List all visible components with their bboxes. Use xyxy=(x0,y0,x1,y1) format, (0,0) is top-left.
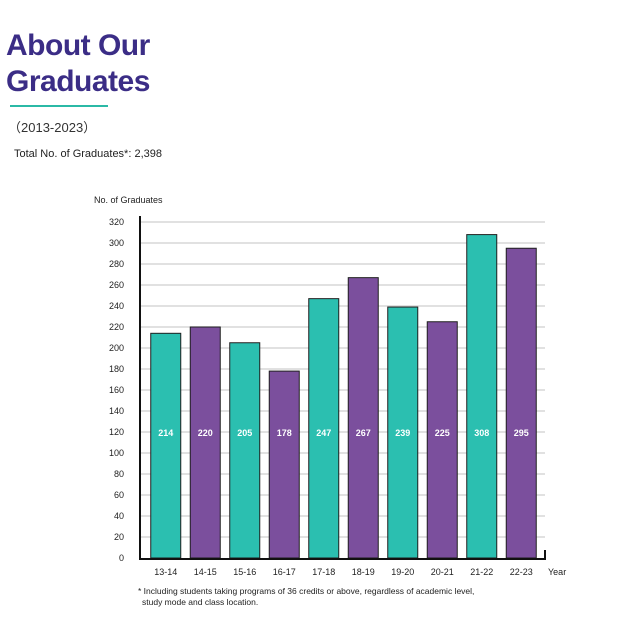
x-tick-label: 14-15 xyxy=(194,567,217,577)
x-tick-label: 20-21 xyxy=(431,567,454,577)
y-tick-label: 320 xyxy=(109,217,124,227)
y-tick-label: 280 xyxy=(109,259,124,269)
bar-value-label: 205 xyxy=(237,428,252,438)
y-axis-label: No. of Graduates xyxy=(94,195,163,205)
bar xyxy=(505,247,537,559)
y-tick-label: 240 xyxy=(109,301,124,311)
bar xyxy=(347,277,379,559)
x-axis-label: Year xyxy=(548,567,566,577)
footnote-line-2: study mode and class location. xyxy=(142,597,259,607)
bar-value-label: 239 xyxy=(395,428,410,438)
bar-value-label: 308 xyxy=(474,428,489,438)
y-tick-label: 20 xyxy=(114,532,124,542)
bar-value-label: 214 xyxy=(158,428,173,438)
bar xyxy=(229,342,261,559)
page-title-line-2: Graduates xyxy=(6,65,150,98)
y-tick-label: 80 xyxy=(114,469,124,479)
y-tick-label: 0 xyxy=(119,553,124,563)
y-tick-label: 40 xyxy=(114,511,124,521)
y-tick-label: 200 xyxy=(109,343,124,353)
y-tick-label: 180 xyxy=(109,364,124,374)
bar-value-label: 267 xyxy=(356,428,371,438)
bar xyxy=(308,298,340,559)
total-graduates: Total No. of Graduates*: 2,398 xyxy=(14,148,162,160)
bar xyxy=(387,306,419,559)
y-tick-label: 60 xyxy=(114,490,124,500)
x-tick-label: 22-23 xyxy=(510,567,533,577)
bar xyxy=(426,321,458,559)
x-tick-label: 17-18 xyxy=(312,567,335,577)
y-tick-label: 260 xyxy=(109,280,124,290)
x-tick-label: 21-22 xyxy=(470,567,493,577)
bar-value-label: 220 xyxy=(198,428,213,438)
title-underline xyxy=(10,105,108,107)
period-label: （2013-2023） xyxy=(8,120,97,135)
x-tick-label: 15-16 xyxy=(233,567,256,577)
bar-value-label: 225 xyxy=(435,428,450,438)
bar xyxy=(466,234,498,559)
x-tick-label: 16-17 xyxy=(273,567,296,577)
bar-value-label: 295 xyxy=(514,428,529,438)
y-tick-label: 100 xyxy=(109,448,124,458)
x-tick-label: 18-19 xyxy=(352,567,375,577)
page-title: About Our Graduates xyxy=(6,28,150,100)
bar-value-label: 178 xyxy=(277,428,292,438)
y-tick-label: 140 xyxy=(109,406,124,416)
bar xyxy=(268,370,300,559)
y-tick-label: 160 xyxy=(109,385,124,395)
page-title-line-1: About Our xyxy=(6,29,150,62)
x-tick-label: 19-20 xyxy=(391,567,414,577)
y-tick-label: 220 xyxy=(109,322,124,332)
y-tick-label: 300 xyxy=(109,238,124,248)
footnote-line-1: * Including students taking programs of … xyxy=(138,586,475,596)
footnote: * Including students taking programs of … xyxy=(138,586,578,608)
y-tick-label: 120 xyxy=(109,427,124,437)
bar xyxy=(150,332,182,559)
x-tick-label: 13-14 xyxy=(154,567,177,577)
bar xyxy=(189,326,221,559)
bar-value-label: 247 xyxy=(316,428,331,438)
